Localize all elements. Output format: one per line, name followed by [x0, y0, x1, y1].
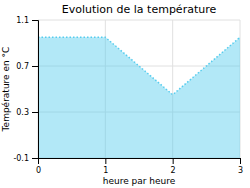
- area: [38, 37, 240, 158]
- tick: 2: [171, 158, 176, 175]
- tick-mark: [105, 158, 106, 164]
- tick: 1.1: [16, 16, 38, 25]
- tick: 1: [103, 158, 108, 175]
- axis-line: [39, 159, 241, 165]
- chart: 0 1 2 3 -0.1 0.3 0.7 1.1 Evolution de la tempéra…: [0, 0, 250, 188]
- tick-mark: [173, 158, 174, 164]
- tick: 0.3: [16, 108, 38, 117]
- tick-label: 3: [238, 166, 243, 175]
- line: [38, 37, 240, 95]
- tick-mark: [32, 20, 38, 21]
- axis-line: [32, 21, 39, 159]
- tick-label: 0: [36, 166, 41, 175]
- title: Evolution de la température: [62, 3, 217, 16]
- tick-label: 0.3: [16, 108, 29, 117]
- tick-mark: [240, 158, 241, 164]
- plot: 0 1 2 3 -0.1 0.3 0.7 1.1: [13, 16, 243, 175]
- y-axis-title: Température en °C: [1, 47, 11, 133]
- tick: -0.1: [13, 154, 38, 163]
- tick-mark: [32, 158, 38, 159]
- x-axis-title: heure par heure: [103, 176, 176, 186]
- tick: 0: [36, 158, 41, 175]
- tick-label: -0.1: [13, 154, 29, 163]
- tick: 3: [238, 158, 243, 175]
- x-axis: 0 1 2 3: [36, 158, 243, 175]
- grid-line: [38, 20, 240, 21]
- tick-label: 0.7: [16, 62, 29, 71]
- tick-label: 2: [171, 166, 176, 175]
- tick-label: 1.1: [16, 16, 29, 25]
- y-axis: -0.1 0.3 0.7 1.1: [13, 16, 38, 163]
- grid: [38, 20, 240, 158]
- tick-mark: [32, 112, 38, 113]
- tick: 0.7: [16, 62, 38, 71]
- tick-label: 1: [103, 166, 108, 175]
- marks: [38, 37, 240, 158]
- tick-mark: [32, 66, 38, 67]
